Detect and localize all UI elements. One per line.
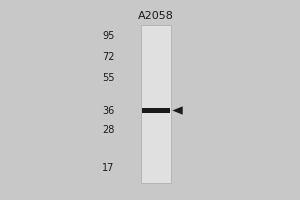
Text: 95: 95	[102, 31, 114, 41]
Text: 55: 55	[102, 73, 114, 83]
Polygon shape	[172, 106, 183, 115]
Text: A2058: A2058	[138, 11, 174, 21]
Bar	[142, 108, 169, 113]
Text: 28: 28	[102, 125, 114, 135]
Text: 72: 72	[102, 52, 114, 62]
Text: 17: 17	[102, 163, 114, 173]
Text: 36: 36	[102, 106, 114, 116]
Bar	[141, 25, 171, 183]
